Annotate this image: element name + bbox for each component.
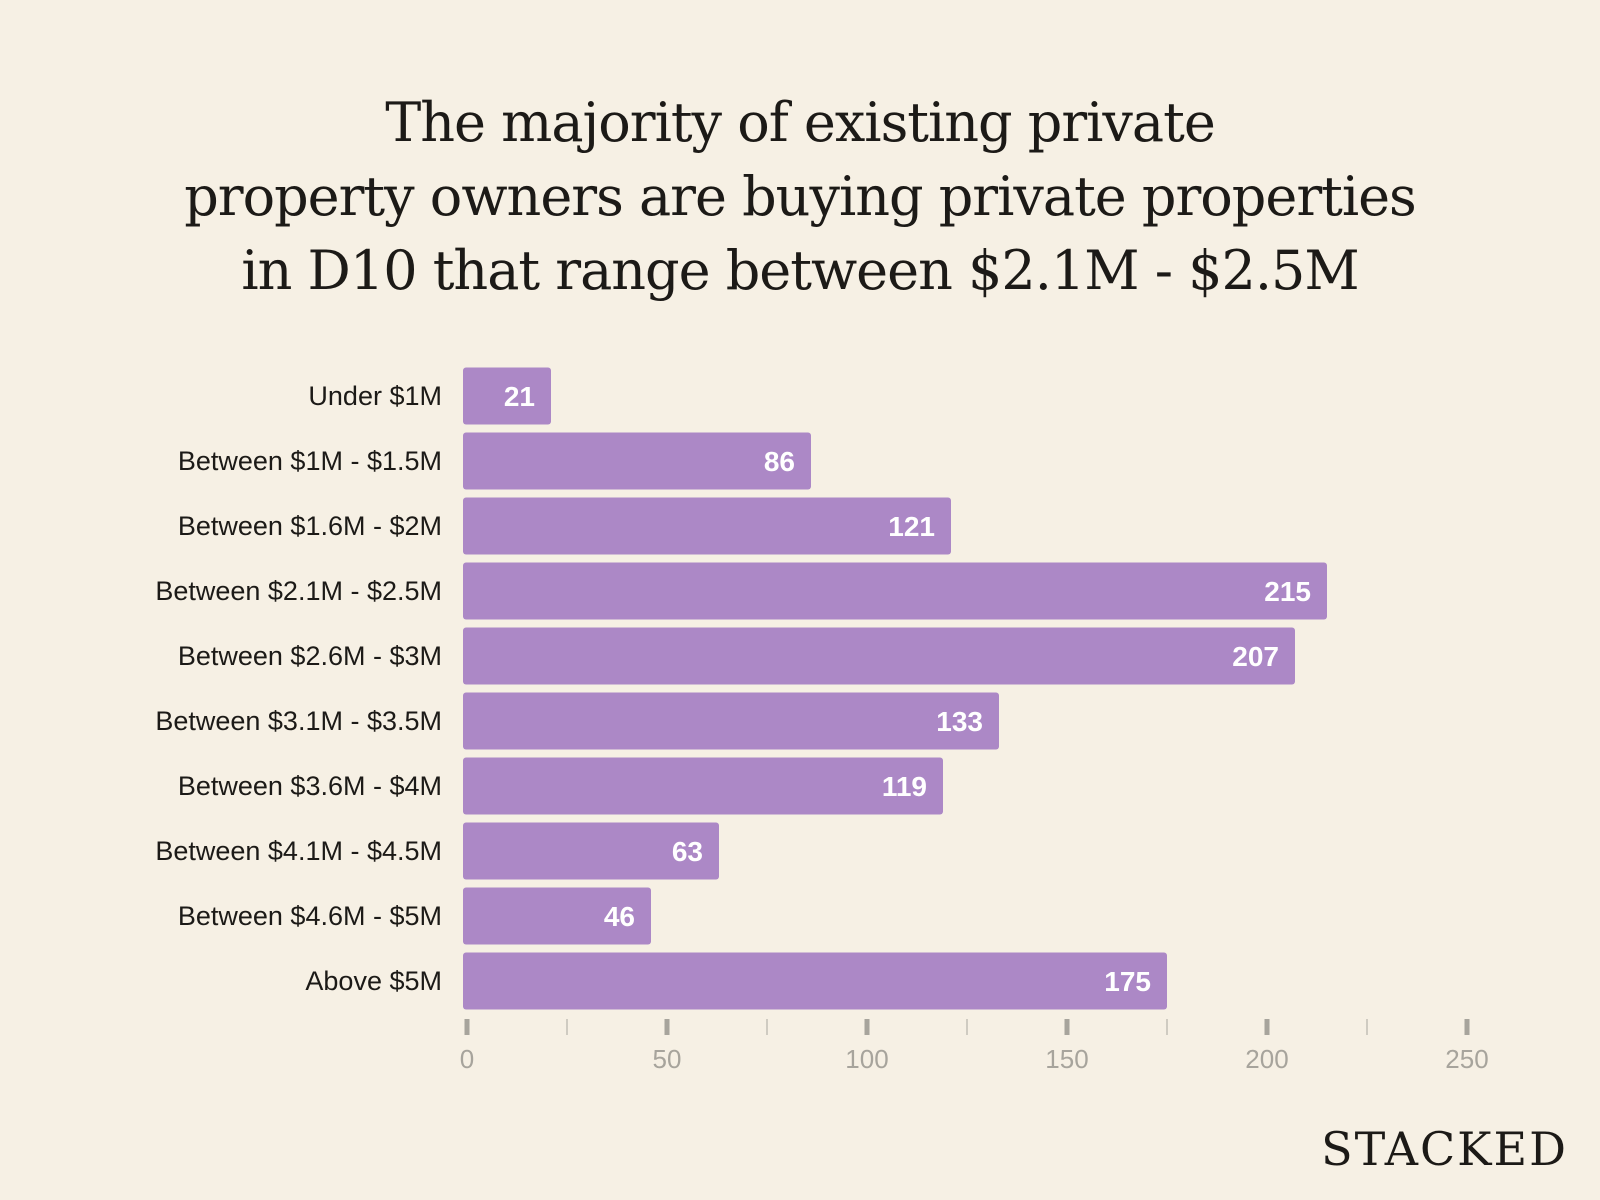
bar — [463, 822, 719, 880]
x-tick-label: 50 — [653, 1044, 682, 1074]
x-tick-label: 250 — [1445, 1044, 1488, 1074]
x-major-tick — [864, 1019, 870, 1035]
x-tick-label: 150 — [1045, 1044, 1088, 1074]
category-label: Between $1.6M - $2M — [178, 511, 442, 541]
x-major-tick — [1064, 1019, 1070, 1035]
bar-value-label: 86 — [764, 446, 795, 477]
page-title: The majority of existing private propert… — [100, 86, 1500, 308]
x-minor-tick — [766, 1019, 768, 1035]
x-major-tick — [664, 1019, 670, 1035]
bar-value-label: 63 — [672, 836, 703, 867]
category-label: Above $5M — [305, 966, 442, 996]
bars-group: 21 Under $1M 86 Between $1M - $1.5M 121 Betwe… — [155, 367, 1327, 1010]
x-minor-tick — [966, 1019, 968, 1035]
category-label: Between $3.6M - $4M — [178, 771, 442, 801]
x-major-tick — [464, 1019, 470, 1035]
x-major-tick — [1264, 1019, 1270, 1035]
brand-logo: STACKED — [1321, 1122, 1568, 1176]
x-minor-tick — [1366, 1019, 1368, 1035]
bar-value-label: 133 — [936, 706, 983, 737]
bar — [463, 562, 1327, 620]
x-tick-label: 0 — [460, 1044, 474, 1074]
category-label: Under $1M — [308, 381, 442, 411]
title-line-3: in D10 that range between $2.1M - $2.5M — [241, 239, 1359, 302]
category-label: Between $4.1M - $4.5M — [155, 836, 442, 866]
category-label: Between $2.1M - $2.5M — [155, 576, 442, 606]
bar — [463, 497, 951, 555]
bar — [463, 367, 551, 425]
bar-value-label: 119 — [882, 771, 927, 802]
category-label: Between $2.6M - $3M — [178, 641, 442, 671]
bar — [463, 757, 943, 815]
bar-value-label: 207 — [1232, 641, 1279, 672]
x-minor-tick — [566, 1019, 568, 1035]
category-label: Between $1M - $1.5M — [178, 446, 442, 476]
bar — [463, 627, 1295, 685]
bar-value-label: 46 — [604, 901, 635, 932]
bar — [463, 432, 811, 490]
x-axis: 0 50 100 150 200 250 — [460, 1019, 1489, 1074]
title-line-2: property owners are buying private prope… — [184, 165, 1417, 228]
x-tick-label: 200 — [1245, 1044, 1288, 1074]
category-label: Between $4.6M - $5M — [178, 901, 442, 931]
bar-value-label: 175 — [1104, 966, 1151, 997]
x-minor-tick — [1166, 1019, 1168, 1035]
bar-value-label: 21 — [504, 381, 535, 412]
category-label: Between $3.1M - $3.5M — [155, 706, 442, 736]
x-major-tick — [1464, 1019, 1470, 1035]
bar-value-label: 215 — [1264, 576, 1311, 607]
bar — [463, 692, 999, 750]
bar — [463, 952, 1167, 1010]
x-tick-label: 100 — [845, 1044, 888, 1074]
title-line-1: The majority of existing private — [385, 91, 1216, 154]
bar — [463, 887, 651, 945]
bar-value-label: 121 — [888, 511, 935, 542]
